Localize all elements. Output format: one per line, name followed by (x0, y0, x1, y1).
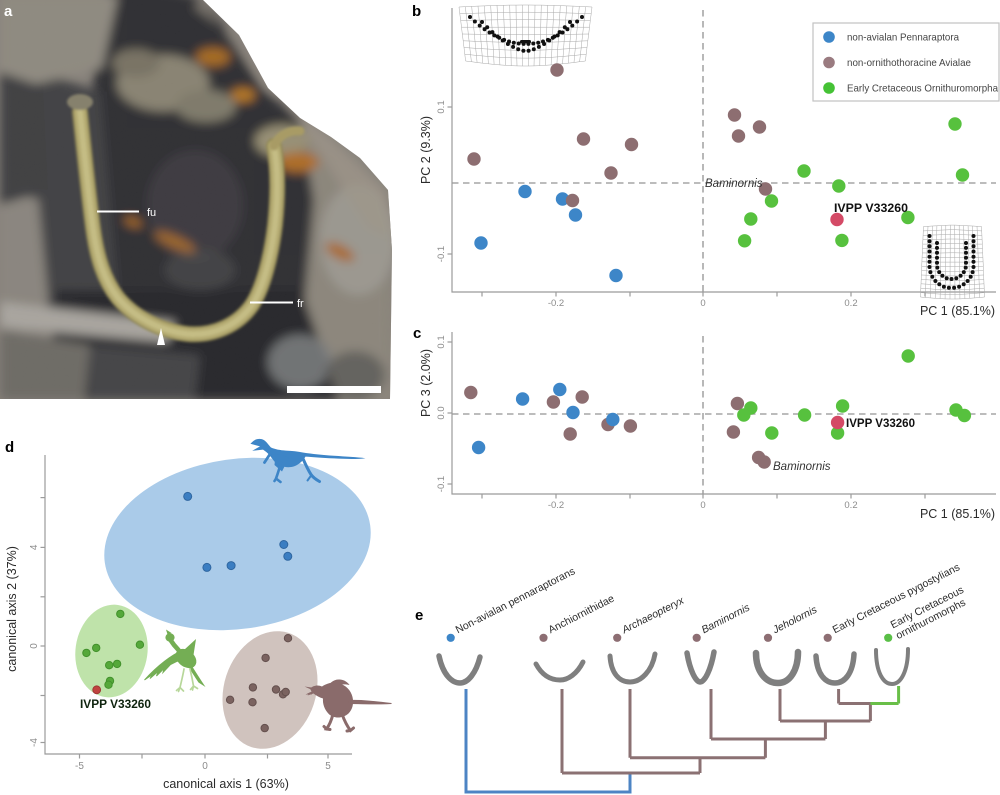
svg-text:PC 1 (85.1%): PC 1 (85.1%) (920, 507, 995, 521)
svg-text:-0.1: -0.1 (436, 246, 447, 262)
svg-text:4: 4 (29, 544, 40, 550)
svg-text:PC 2 (9.3%): PC 2 (9.3%) (419, 116, 433, 184)
svg-text:canonical axis 2 (37%): canonical axis 2 (37%) (5, 546, 19, 672)
svg-text:fu: fu (147, 207, 156, 219)
svg-text:0: 0 (202, 761, 208, 772)
svg-text:-5: -5 (75, 761, 84, 772)
svg-text:0: 0 (700, 500, 705, 511)
svg-text:e: e (415, 607, 423, 624)
svg-text:0.0: 0.0 (436, 406, 447, 419)
svg-text:IVPP V33260: IVPP V33260 (834, 203, 908, 215)
svg-text:PC 1 (85.1%): PC 1 (85.1%) (920, 304, 995, 318)
svg-text:-0.1: -0.1 (436, 476, 447, 492)
svg-text:Baminornis: Baminornis (773, 461, 831, 473)
svg-text:Early Cretaceous Ornithuromorp: Early Cretaceous Ornithuromorpha (847, 84, 998, 95)
svg-text:IVPP V33260: IVPP V33260 (80, 697, 151, 711)
svg-text:fr: fr (297, 298, 304, 310)
svg-text:0.1: 0.1 (436, 335, 447, 348)
svg-text:0: 0 (700, 298, 705, 309)
svg-text:IVPP V33260: IVPP V33260 (846, 418, 915, 430)
svg-text:c: c (413, 325, 421, 342)
svg-text:canonical axis 1 (63%): canonical axis 1 (63%) (163, 777, 289, 791)
svg-text:5: 5 (325, 761, 331, 772)
svg-text:-4: -4 (29, 738, 40, 747)
svg-text:0.2: 0.2 (844, 500, 857, 511)
svg-text:0: 0 (29, 643, 40, 649)
svg-text:PC 3 (2.0%): PC 3 (2.0%) (419, 349, 433, 417)
svg-text:b: b (412, 3, 421, 20)
svg-text:-0.2: -0.2 (548, 500, 564, 511)
svg-text:a: a (4, 3, 13, 20)
svg-text:d: d (5, 439, 14, 456)
svg-text:-0.2: -0.2 (548, 298, 564, 309)
svg-text:non-avialan Pennaraptora: non-avialan Pennaraptora (847, 33, 959, 44)
svg-text:0.2: 0.2 (844, 298, 857, 309)
svg-text:0.1: 0.1 (436, 100, 447, 113)
svg-text:Baminornis: Baminornis (705, 178, 763, 190)
svg-text:non-ornithothoracine Avialae: non-ornithothoracine Avialae (847, 58, 971, 69)
